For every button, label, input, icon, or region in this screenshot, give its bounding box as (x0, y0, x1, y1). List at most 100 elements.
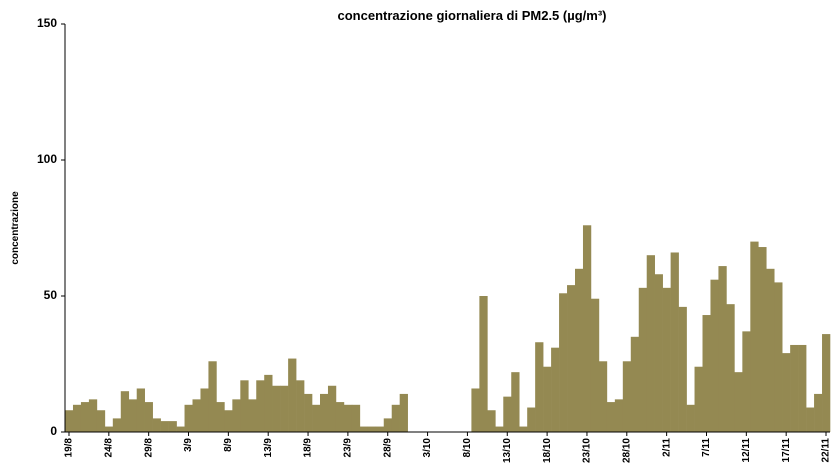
bar (112, 418, 122, 432)
bar (822, 334, 831, 432)
x-tick-label: 22/11 (821, 438, 832, 463)
bar (351, 404, 361, 432)
bar (790, 344, 799, 432)
bar (96, 410, 106, 432)
x-tick-label: 7/11 (701, 438, 712, 457)
bar (152, 418, 161, 432)
x-tick-label: 3/9 (183, 438, 194, 452)
bar (280, 385, 289, 432)
bar (240, 380, 249, 432)
bar (65, 410, 74, 432)
bar (710, 279, 719, 432)
bar (176, 426, 185, 432)
bar (806, 407, 815, 432)
chart-title: concentrazione giornaliera di PM2.5 (µg/… (338, 8, 607, 23)
bar (487, 410, 496, 432)
x-tick-label: 28/10 (621, 438, 632, 463)
bar (662, 287, 671, 432)
bar (630, 336, 640, 432)
bar (296, 380, 305, 432)
bar (551, 347, 560, 432)
bar (264, 374, 273, 432)
bar (192, 399, 201, 432)
x-tick-label: 24/8 (103, 438, 114, 458)
bar (519, 426, 528, 432)
bar (399, 393, 408, 432)
bar (614, 399, 624, 432)
bar (535, 342, 544, 432)
bar (375, 426, 385, 432)
bar (686, 404, 695, 432)
bar (248, 399, 257, 432)
bar (72, 404, 82, 432)
bar (208, 361, 217, 432)
bar (184, 404, 193, 432)
bar (726, 304, 735, 432)
bar (200, 388, 209, 432)
x-tick-label: 8/9 (223, 438, 234, 452)
x-tick-label: 8/10 (462, 438, 473, 458)
bar (742, 331, 751, 432)
bar (104, 426, 114, 432)
bar (216, 402, 225, 432)
bar (702, 315, 711, 432)
bar (798, 344, 807, 432)
bar (160, 421, 169, 432)
bar (678, 306, 687, 432)
x-tick-label: 19/8 (64, 438, 75, 458)
bar (304, 393, 313, 432)
bar (718, 266, 727, 432)
x-tick-label: 13/9 (263, 438, 274, 458)
bar (575, 268, 584, 432)
bar (88, 399, 98, 432)
bar (120, 391, 130, 432)
bar (367, 426, 377, 432)
bar (766, 268, 775, 432)
y-axis-label: concentrazione (10, 191, 21, 265)
bar (495, 426, 504, 432)
bar (136, 388, 145, 432)
bar (670, 252, 679, 432)
bar (567, 285, 576, 432)
bar (622, 361, 632, 432)
bar (80, 402, 90, 432)
bar (734, 372, 743, 432)
x-tick-label: 2/11 (661, 438, 672, 457)
x-tick-label: 17/11 (781, 438, 792, 463)
bar (312, 404, 321, 432)
bar (782, 353, 791, 432)
bar (128, 399, 138, 432)
bar (343, 404, 353, 432)
bar (774, 282, 783, 432)
bar (638, 287, 648, 432)
x-tick-label: 18/10 (542, 438, 553, 463)
bar (527, 407, 536, 432)
bar (694, 366, 703, 432)
bar (320, 393, 329, 432)
bar (327, 385, 337, 432)
bar (335, 402, 345, 432)
bar (144, 402, 153, 432)
x-tick-label: 12/11 (741, 438, 752, 463)
bar (598, 361, 608, 432)
bar (646, 255, 655, 432)
x-tick-label: 29/8 (143, 438, 154, 458)
bar (232, 399, 241, 432)
bar (559, 293, 568, 432)
x-tick-label: 13/10 (502, 438, 513, 463)
x-tick-label: 23/10 (582, 438, 593, 463)
bar (479, 296, 488, 432)
bar (224, 410, 233, 432)
bar (654, 274, 663, 432)
bar (288, 358, 297, 432)
y-tick-label: 0 (50, 424, 57, 438)
bar (503, 396, 512, 432)
bar (383, 418, 393, 432)
bar (391, 404, 400, 432)
bar (590, 298, 600, 432)
x-tick-label: 18/9 (303, 438, 314, 458)
x-tick-label: 3/10 (422, 438, 433, 458)
bar (582, 225, 592, 432)
y-tick-label: 100 (37, 152, 57, 166)
